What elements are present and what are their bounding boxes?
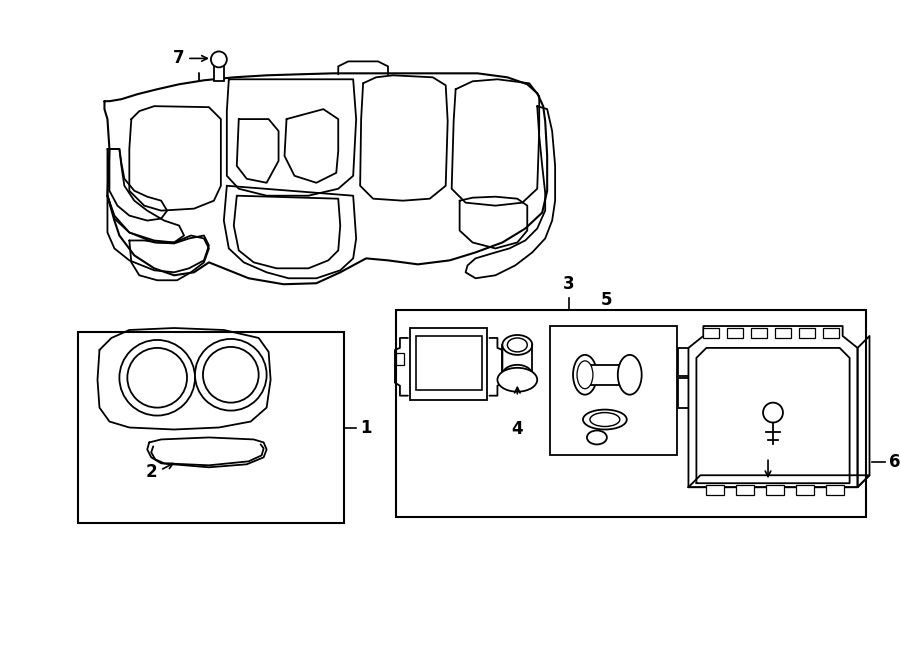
- Bar: [410, 328, 488, 400]
- Ellipse shape: [498, 368, 537, 392]
- Ellipse shape: [508, 338, 527, 352]
- Ellipse shape: [502, 335, 532, 355]
- Text: 5: 5: [601, 291, 613, 309]
- Text: 2: 2: [146, 463, 158, 481]
- Bar: [585, 365, 630, 385]
- Text: 3: 3: [563, 275, 575, 293]
- Ellipse shape: [583, 410, 626, 430]
- Circle shape: [763, 402, 783, 422]
- Ellipse shape: [577, 361, 593, 389]
- Bar: [752, 328, 767, 338]
- Circle shape: [203, 347, 258, 402]
- Text: 6: 6: [889, 453, 900, 471]
- Ellipse shape: [617, 355, 642, 395]
- Bar: [823, 328, 839, 338]
- Circle shape: [195, 339, 266, 410]
- Bar: [550, 326, 678, 455]
- Ellipse shape: [502, 365, 532, 385]
- Bar: [799, 328, 815, 338]
- Bar: [396, 353, 404, 365]
- Bar: [736, 485, 754, 495]
- Ellipse shape: [590, 412, 620, 426]
- Bar: [727, 328, 743, 338]
- Bar: [775, 328, 791, 338]
- Text: 4: 4: [511, 420, 523, 438]
- Bar: [766, 485, 784, 495]
- Bar: [825, 485, 843, 495]
- Bar: [396, 310, 866, 517]
- Text: 1: 1: [360, 418, 372, 436]
- Bar: [704, 328, 719, 338]
- Bar: [416, 336, 482, 390]
- Bar: [77, 332, 344, 523]
- Bar: [214, 60, 224, 81]
- Ellipse shape: [573, 355, 597, 395]
- Bar: [706, 485, 724, 495]
- Bar: [796, 485, 814, 495]
- Circle shape: [127, 348, 187, 408]
- Circle shape: [211, 52, 227, 68]
- Ellipse shape: [587, 430, 607, 444]
- Text: 7: 7: [173, 50, 184, 68]
- Circle shape: [120, 340, 195, 416]
